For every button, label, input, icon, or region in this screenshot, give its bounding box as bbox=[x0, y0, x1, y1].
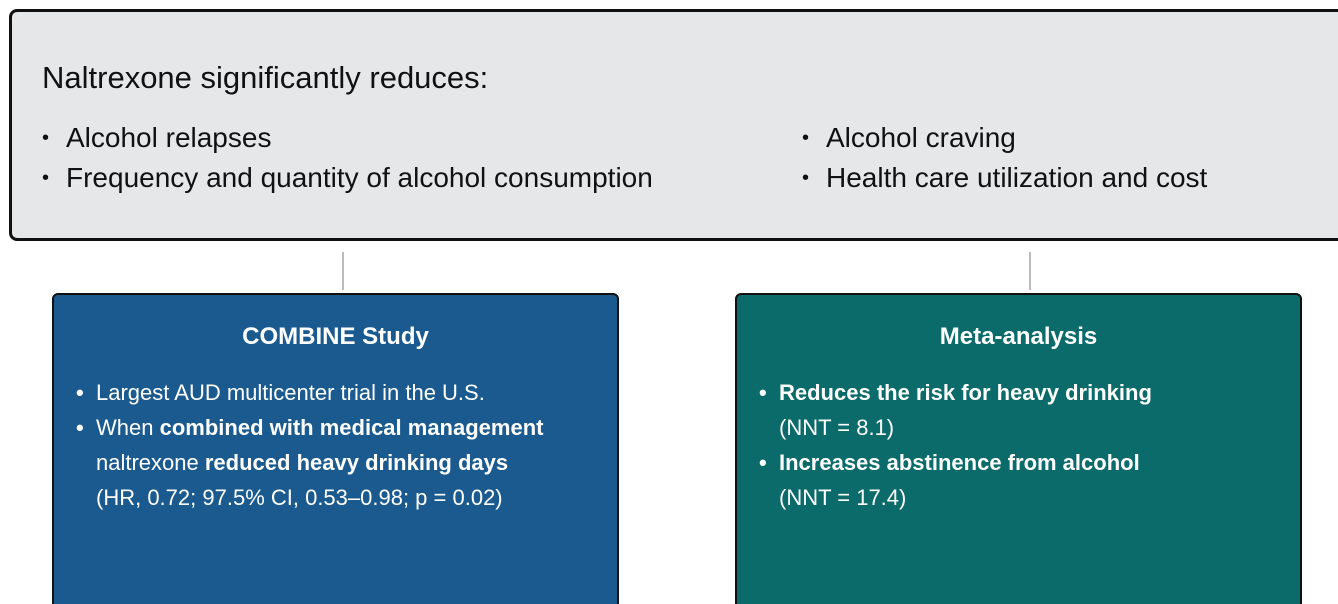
summary-bullet: Alcohol craving bbox=[800, 118, 1207, 158]
box-bullet: Reduces the risk for heavy drinking (NNT … bbox=[759, 375, 1280, 445]
bullet-text: reduced heavy drinking days bbox=[204, 450, 509, 475]
bullet-text: combined with medical management bbox=[159, 415, 544, 440]
box-bullet: Largest AUD multicenter trial in the U.S… bbox=[76, 375, 597, 410]
summary-title: Naltrexone significantly reduces: bbox=[42, 60, 489, 95]
bullet-column: Alcohol cravingHealth care utilization a… bbox=[800, 118, 1207, 198]
summary-panel: Naltrexone significantly reduces: Alcoho… bbox=[9, 9, 1338, 241]
box-bullets: Reduces the risk for heavy drinking (NNT … bbox=[737, 375, 1300, 515]
box-title: Meta-analysis bbox=[939, 323, 1098, 350]
summary-bullet: Alcohol relapses bbox=[40, 118, 653, 158]
study-box: COMBINE Study Largest AUD multicenter tri… bbox=[52, 293, 619, 604]
bullet-text: naltrexone bbox=[96, 450, 199, 475]
bullet-text: Increases abstinence from alcohol bbox=[779, 450, 1140, 475]
connector bbox=[342, 252, 344, 290]
bullet-note: (NNT = 17.4) bbox=[779, 485, 907, 510]
box-bullet: Increases abstinence from alcohol (NNT = … bbox=[759, 445, 1280, 515]
summary-bullet: Health care utilization and cost bbox=[800, 158, 1207, 198]
summary-bullet: Frequency and quantity of alcohol consum… bbox=[40, 158, 653, 198]
bullet-text: Largest AUD multicenter trial in the U.S… bbox=[96, 380, 485, 405]
bullet-column: Alcohol relapsesFrequency and quantity o… bbox=[40, 118, 653, 198]
box-bullets: Largest AUD multicenter trial in the U.S… bbox=[54, 375, 617, 515]
box-bullet: When combined with medical management na… bbox=[76, 410, 597, 515]
bullet-note: (HR, 0.72; 97.5% CI, 0.53–0.98; p = 0.02… bbox=[96, 485, 503, 510]
bullet-note: (NNT = 8.1) bbox=[779, 415, 895, 440]
bullet-text: Reduces the risk for heavy drinking bbox=[779, 380, 1152, 405]
study-box: Meta-analysis Reduces the risk for heavy … bbox=[735, 293, 1302, 604]
connector bbox=[1029, 252, 1031, 290]
box-title: COMBINE Study bbox=[242, 323, 429, 350]
bullet-text: When bbox=[96, 415, 154, 440]
